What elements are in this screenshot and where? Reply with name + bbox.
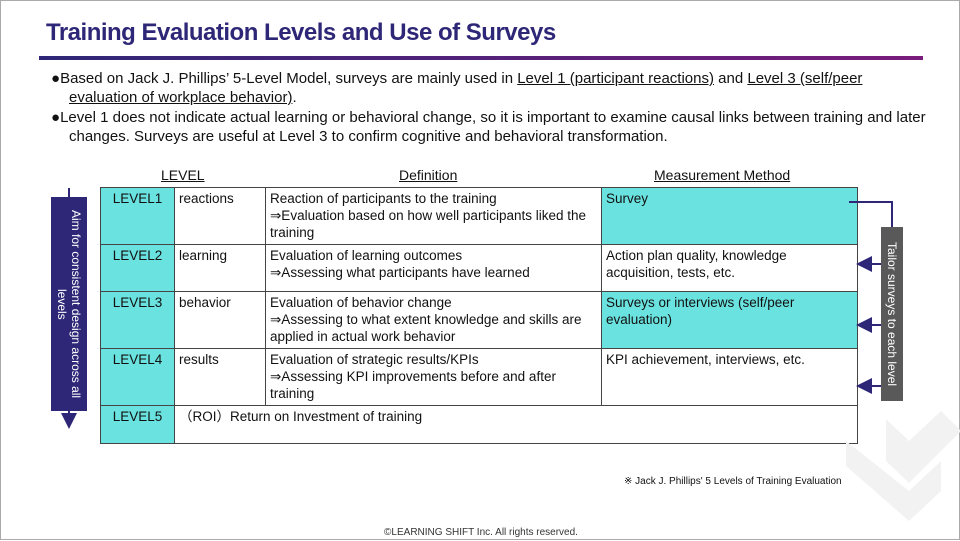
watermark-chevron-icon <box>886 411 960 483</box>
method-cell: Surveys or interviews (self/peer evaluat… <box>601 291 858 349</box>
title-divider <box>39 56 923 60</box>
table-row: LEVEL5 （ROI）Return on Investment of train… <box>100 405 858 444</box>
bullet-icon: ● <box>51 109 61 126</box>
consistent-design-label: Aim for consistent design across all lev… <box>51 197 87 411</box>
level-cell: LEVEL2 <box>100 244 175 292</box>
bullet-2: ●Level 1 does not indicate actual learni… <box>51 108 931 146</box>
definition-title: Evaluation of strategic results/KPIs <box>270 352 479 367</box>
copyright-footer: ©LEARNING SHIFT Inc. All rights reserved… <box>384 527 578 538</box>
definition-cell: Reaction of participants to the training… <box>265 187 602 245</box>
bullet-text: and <box>713 70 748 87</box>
tailor-surveys-label: Tailor surveys to each level <box>881 227 903 401</box>
definition-cell: Evaluation of strategic results/KPIs ⇒Ass… <box>265 348 602 406</box>
level3-emphasis: Level 3 (self/peer evaluation of workpla… <box>69 70 863 106</box>
bullet-text: Based on Jack J. Phillips’ 5-Level Model… <box>60 70 518 87</box>
header-definition: Definition <box>399 167 458 183</box>
level-cell: LEVEL5 <box>100 405 175 444</box>
level-cell: LEVEL3 <box>100 291 175 349</box>
definition-detail: ⇒Assessing to what extent knowledge and … <box>270 312 582 344</box>
method-cell: Survey <box>601 187 858 245</box>
watermark-chevron-icon <box>846 441 941 521</box>
table-row: LEVEL4 results Evaluation of strategic res… <box>100 348 858 406</box>
method-cell: Action plan quality, knowledge acquisiti… <box>601 244 858 292</box>
level1-emphasis: Level 1 (participant reactions) <box>517 70 714 87</box>
definition-detail: ⇒Assessing KPI improvements before and a… <box>270 369 556 401</box>
bullet-icon: ● <box>51 70 61 87</box>
connector-line <box>849 201 893 227</box>
definition-title: Evaluation of learning outcomes <box>270 248 463 263</box>
definition-cell: Evaluation of behavior change ⇒Assessing … <box>265 291 602 349</box>
roi-cell: （ROI）Return on Investment of training <box>174 405 858 444</box>
table-row: LEVEL3 behavior Evaluation of behavior cha… <box>100 291 858 349</box>
bullet-text: . <box>292 89 297 106</box>
bullet-text: Level 1 does not indicate actual learnin… <box>60 109 926 145</box>
bullet-1: ●Based on Jack J. Phillips’ 5-Level Mode… <box>51 69 931 107</box>
source-note: ※ Jack J. Phillips' 5 Levels of Training… <box>624 476 842 487</box>
definition-detail: ⇒Assessing what participants have learne… <box>270 265 530 280</box>
header-level: LEVEL <box>161 167 205 183</box>
table-row: LEVEL1 reactions Reaction of participants … <box>100 187 858 245</box>
name-cell: behavior <box>174 291 266 349</box>
definition-title: Reaction of participants to the training <box>270 191 497 206</box>
method-cell: KPI achievement, interviews, etc. <box>601 348 858 406</box>
page-title: Training Evaluation Levels and Use of Su… <box>46 19 556 46</box>
definition-detail: ⇒Evaluation based on how well participan… <box>270 208 586 240</box>
header-method: Measurement Method <box>654 167 791 183</box>
evaluation-table: LEVEL1 reactions Reaction of participants … <box>100 187 858 444</box>
definition-title: Evaluation of behavior change <box>270 295 452 310</box>
